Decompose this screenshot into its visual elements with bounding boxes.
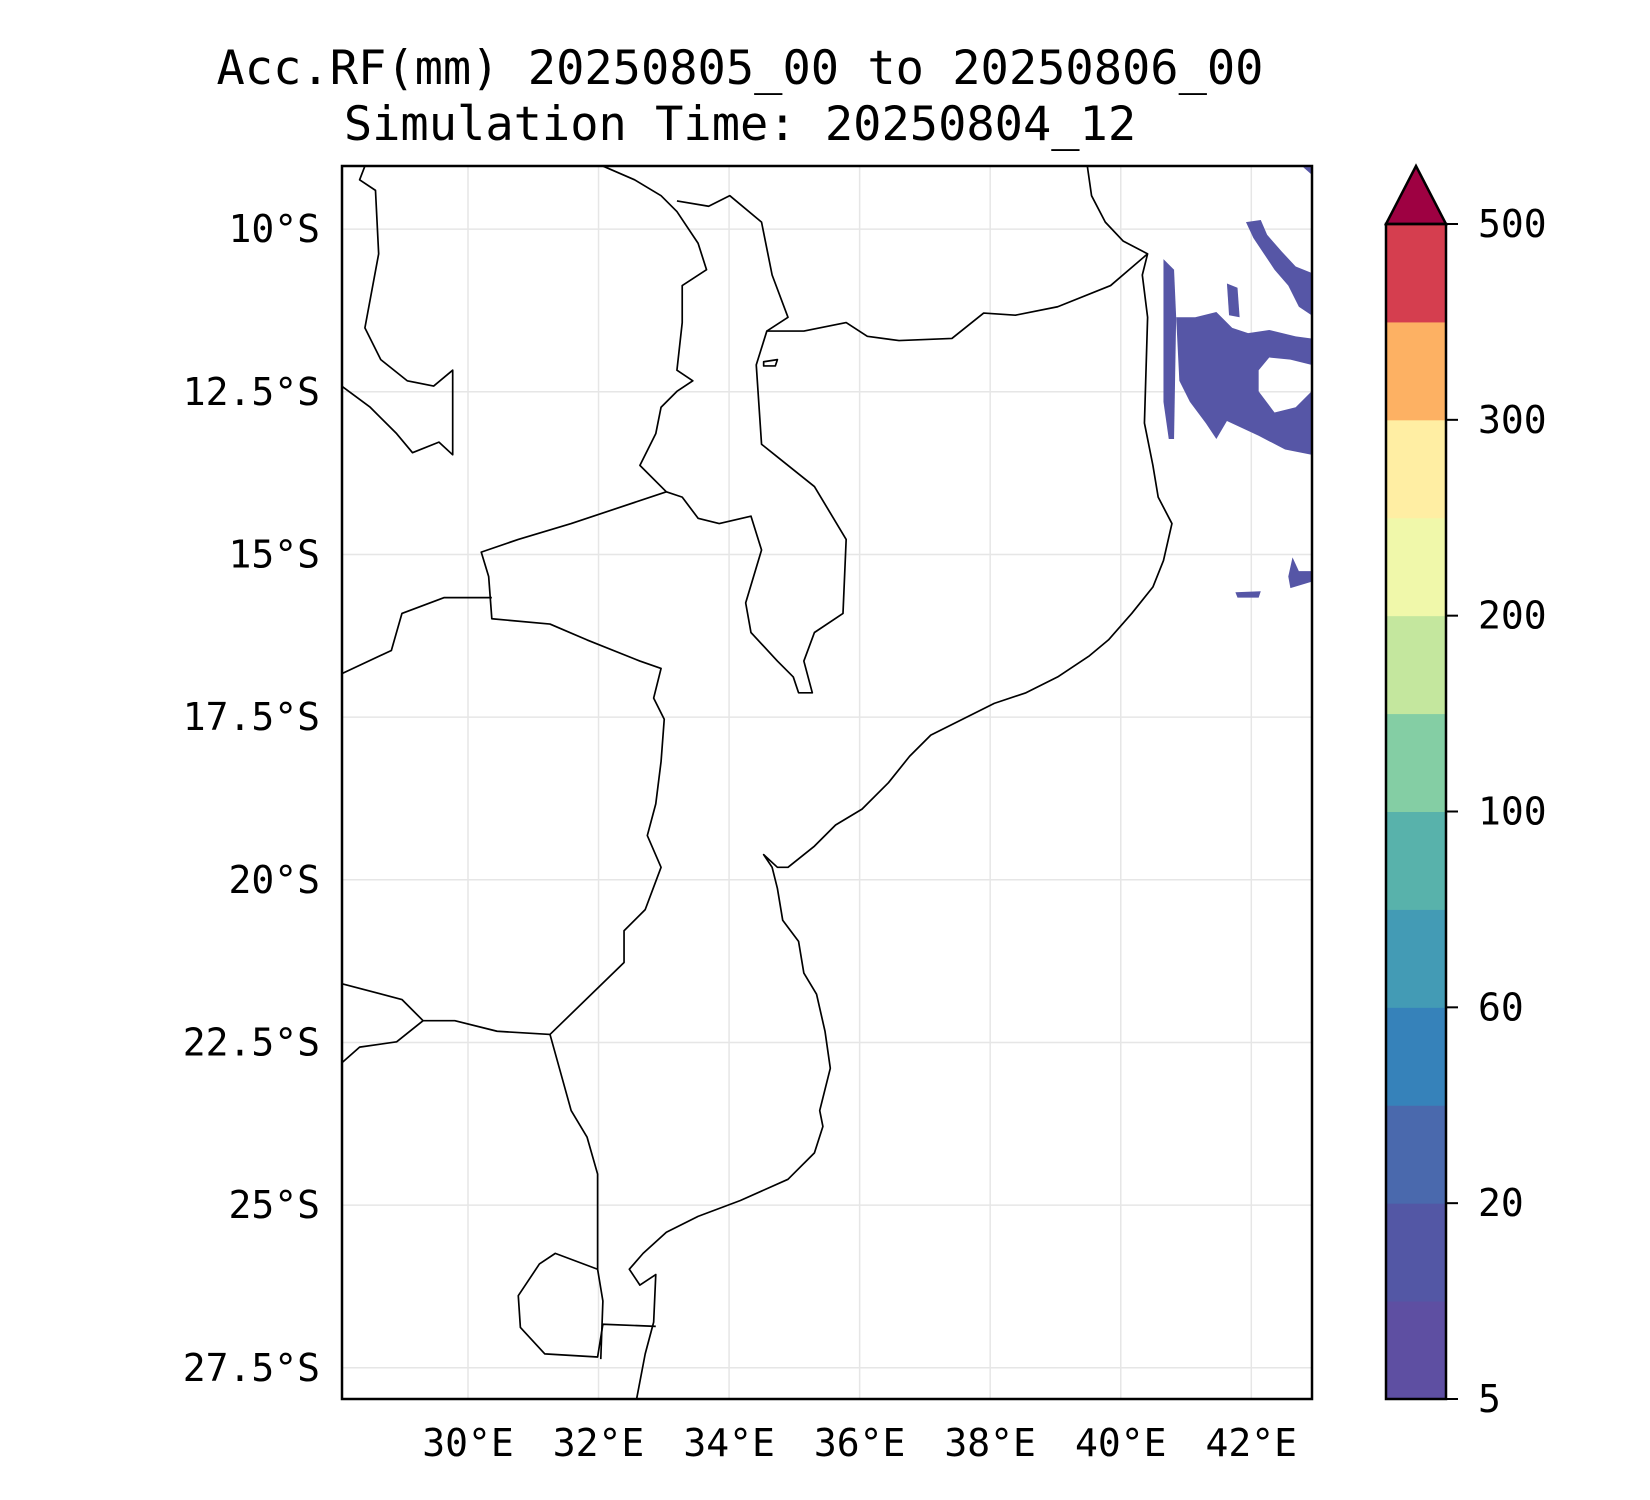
- map-frame: [340, 164, 1314, 1401]
- colorbar: 5 20 60 100 200 300 500: [1383, 163, 1547, 1421]
- lat-tick-label: 25°S: [228, 1183, 320, 1227]
- border-malawi-west: [602, 165, 708, 493]
- lon-tick-label: 32°E: [553, 1421, 645, 1465]
- colorbar-bin: [1386, 1203, 1446, 1302]
- rain-cell-south: [1235, 591, 1261, 598]
- rain-band-main: [1176, 312, 1312, 455]
- coastline: [628, 165, 1173, 1399]
- colorbar-tick-label: 500: [1478, 202, 1547, 246]
- gridlines: [342, 166, 1312, 1399]
- colorbar-tick-label: 20: [1478, 1181, 1524, 1225]
- border-eswatini: [517, 1252, 656, 1358]
- lon-tick-label: 40°E: [1075, 1421, 1167, 1465]
- colorbar-bin: [1386, 419, 1446, 519]
- colorbar-bin: [1386, 321, 1446, 421]
- colorbar-bin: [1386, 811, 1446, 910]
- map-layer: [341, 165, 1312, 1399]
- border-botswana-southafrica: [341, 1020, 424, 1064]
- colorbar-extend-arrow: [1383, 163, 1449, 226]
- lat-tick-label: 17.5°S: [183, 695, 320, 739]
- rain-cell-south: [1288, 557, 1312, 589]
- border-zimbabwe-south: [341, 982, 551, 1036]
- colorbar-bin: [1386, 615, 1446, 715]
- border-tanzania-mozambique: [666, 253, 1149, 694]
- colorbar-bin: [1386, 517, 1446, 617]
- lat-tick-label: 15°S: [228, 532, 320, 576]
- border-malawi-tanzania: [676, 194, 789, 332]
- lat-tick-label: 20°S: [228, 858, 320, 902]
- rain-cell: [1226, 283, 1240, 318]
- lat-tick-label: 27.5°S: [183, 1346, 320, 1390]
- colorbar-bin: [1386, 1007, 1446, 1106]
- lon-tick-label: 38°E: [944, 1421, 1036, 1465]
- lat-tick-label: 22.5°S: [183, 1020, 320, 1064]
- colorbar-bin: [1386, 713, 1446, 812]
- colorbar-tick-label: 300: [1478, 398, 1547, 442]
- lon-tick-label: 34°E: [683, 1421, 775, 1465]
- lon-tick-label: 42°E: [1206, 1421, 1298, 1465]
- colorbar-bin: [1386, 1105, 1446, 1204]
- border-drc-zambia: [341, 165, 454, 456]
- borders-and-coastlines: [341, 165, 1173, 1399]
- lat-tick-label: 12.5°S: [183, 370, 320, 414]
- border-zambia-mozambique: [480, 491, 667, 1360]
- lon-tick-label: 30°E: [422, 1421, 514, 1465]
- rain-band-coastal: [1163, 259, 1177, 439]
- lat-tick-label: 10°S: [228, 207, 320, 251]
- colorbar-tick-label: 200: [1478, 594, 1547, 638]
- colorbar-tick-label: 5: [1478, 1377, 1501, 1421]
- rainfall-areas: [1163, 167, 1312, 598]
- border-zambia-zimbabwe: [341, 596, 492, 675]
- rain-band-northeast: [1245, 220, 1312, 316]
- rain-cell: [1303, 167, 1312, 175]
- lon-tick-label: 36°E: [814, 1421, 906, 1465]
- latitude-ticks: 10°S 12.5°S 15°S 17.5°S 20°S 22.5°S 25°S 27.5°S: [183, 207, 320, 1390]
- colorbar-bin: [1386, 1301, 1446, 1400]
- map-title: Acc.RF(mm) 20250805_00 to 20250806_00: [216, 41, 1264, 96]
- colorbar-tick-label: 100: [1478, 790, 1547, 834]
- colorbar-bin: [1386, 224, 1446, 323]
- colorbar-tick-label: 60: [1478, 985, 1524, 1029]
- lake-island: [762, 358, 779, 367]
- longitude-ticks: 30°E 32°E 34°E 36°E 38°E 40°E 42°E: [422, 1421, 1297, 1465]
- colorbar-bin: [1386, 909, 1446, 1008]
- map-subtitle: Simulation Time: 20250804_12: [343, 97, 1137, 152]
